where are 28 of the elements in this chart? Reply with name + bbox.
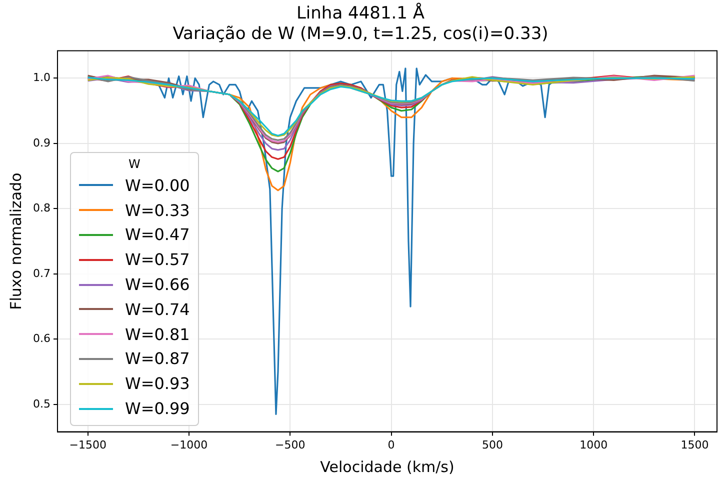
legend-label: W=0.81	[125, 324, 190, 344]
legend-title: W	[127, 157, 142, 171]
chart-subtitle: Variação de W (M=9.0, t=1.25, cos(i)=0.33)	[172, 24, 548, 44]
y-tick-label: 0.7	[32, 266, 50, 280]
x-tick-label: −1000	[170, 438, 208, 452]
x-tick-label: 0	[388, 438, 395, 452]
y-tick-label: 0.6	[32, 332, 50, 346]
x-axis-title: Velocidade (km/s)	[320, 458, 454, 476]
legend-label: W=0.87	[125, 349, 190, 368]
y-tick-label: 0.8	[32, 202, 50, 215]
legend-label: W=0.00	[125, 176, 190, 195]
legend-label: W=0.93	[125, 374, 190, 394]
chart-title: Linha 4481.1 Å	[296, 2, 425, 24]
y-tick-label: 0.9	[32, 136, 50, 150]
legend-label: W=0.74	[125, 300, 190, 319]
x-tick-label: 500	[482, 438, 503, 452]
legend-label: W=0.33	[125, 200, 190, 220]
x-tick-label: −500	[275, 438, 306, 452]
y-tick-label: 0.5	[32, 397, 50, 410]
x-tick-label: −1500	[69, 438, 106, 452]
legend-label: W=0.66	[125, 275, 190, 294]
x-tick-label: 1000	[580, 438, 608, 452]
x-tick-label: 1500	[680, 438, 709, 452]
legend-label: W=0.57	[125, 250, 190, 270]
legend-label: W=0.99	[125, 399, 190, 418]
legend-label: W=0.47	[125, 225, 190, 244]
y-axis-title: Fluxo normalizado	[6, 172, 25, 310]
y-tick-label: 1.0	[32, 71, 50, 84]
